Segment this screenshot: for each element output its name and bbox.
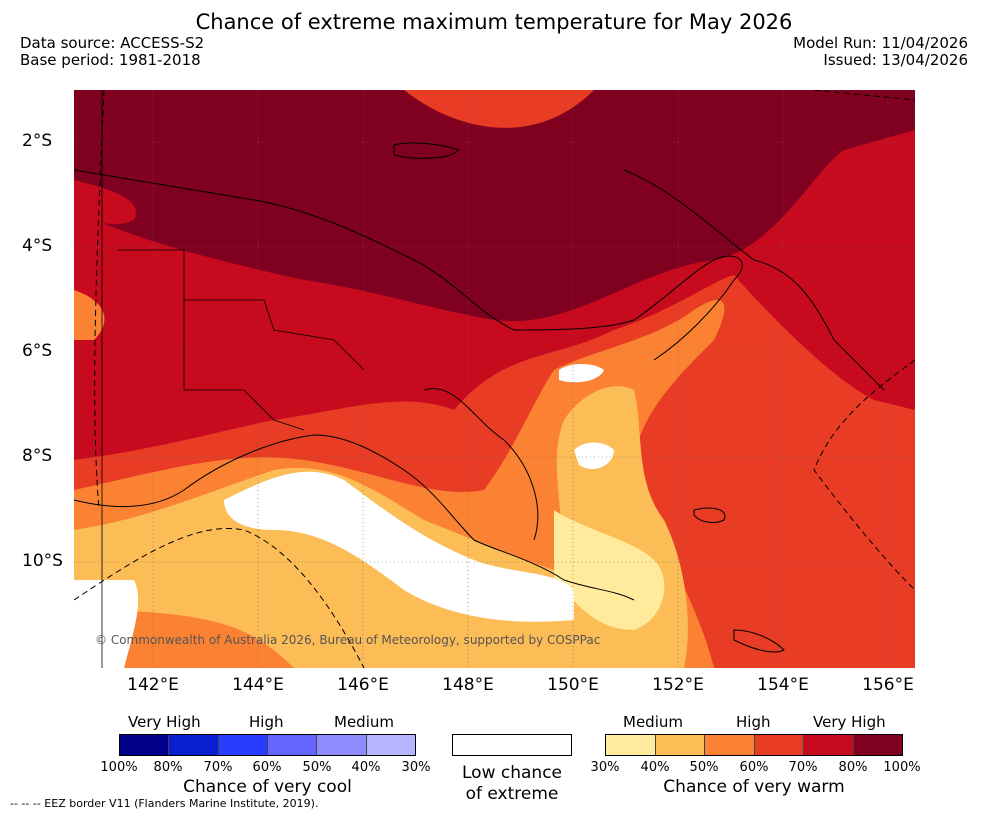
warm-swatch	[655, 735, 705, 755]
zone-60-70-top	[404, 90, 594, 128]
low-chance-swatch	[452, 734, 572, 756]
warm-tick: 60%	[739, 760, 769, 775]
low-chance-caption: Low chance of extreme	[440, 763, 584, 805]
warm-colorbar	[605, 734, 903, 756]
eez-note: -- -- -- EEZ border V11 (Flanders Marine…	[10, 797, 319, 810]
warm-swatch	[606, 735, 656, 755]
model-run: Model Run: 11/04/2026	[793, 34, 968, 52]
zone-30-40	[554, 510, 665, 630]
zone-low-chance-2	[574, 442, 614, 470]
base-period: Base period: 1981-2018	[20, 51, 201, 69]
warm-swatch	[705, 735, 755, 755]
lon-label-144e: 144°E	[232, 675, 284, 695]
zone-low-chance	[224, 471, 574, 622]
cool-tick: 30%	[401, 760, 431, 775]
cool-swatch	[366, 735, 415, 755]
warm-tick: 70%	[788, 760, 818, 775]
cool-swatch	[218, 735, 268, 755]
warm-tick: 100%	[883, 760, 921, 775]
lon-label-152e: 152°E	[652, 675, 704, 695]
zone-70-80-west	[74, 180, 136, 225]
map-title: Chance of extreme maximum temperature fo…	[195, 10, 793, 34]
warm-caption: Chance of very warm	[663, 777, 845, 797]
lat-label-8s: 8°S	[22, 446, 53, 466]
warm-tick: 30%	[590, 760, 620, 775]
meta-left: Data source: ACCESS-S2 Base period: 1981…	[20, 35, 204, 69]
cool-tick: 50%	[302, 760, 332, 775]
warm-level-medium: Medium	[623, 713, 683, 731]
low-chance-line1: Low chance	[462, 763, 562, 783]
lon-label-146e: 146°E	[337, 675, 389, 695]
warm-level-high: High	[736, 713, 771, 731]
map-panel[interactable]	[74, 90, 915, 668]
cool-colorbar	[119, 734, 416, 756]
warm-tick: 40%	[640, 760, 670, 775]
lat-label-6s: 6°S	[22, 341, 53, 361]
data-source: Data source: ACCESS-S2	[20, 34, 205, 52]
lon-label-154e: 154°E	[757, 675, 809, 695]
lat-label-10s: 10°S	[22, 551, 63, 571]
cool-tick: 40%	[351, 760, 381, 775]
low-chance-line2: of extreme	[465, 784, 559, 804]
warm-swatch	[754, 735, 804, 755]
lon-label-150e: 150°E	[547, 675, 599, 695]
admin-borders	[101, 90, 365, 668]
zone-low-chance-4	[74, 580, 139, 668]
zone-low-chance-3	[559, 364, 604, 383]
cool-tick: 70%	[203, 760, 233, 775]
lon-label-148e: 148°E	[442, 675, 494, 695]
cool-swatch	[317, 735, 367, 755]
meta-right: Model Run: 11/04/2026 Issued: 13/04/2026	[793, 35, 968, 69]
cool-level-very-high: Very High	[128, 713, 201, 731]
warm-level-very-high: Very High	[813, 713, 886, 731]
cool-tick: 100%	[100, 760, 138, 775]
warm-tick: 80%	[838, 760, 868, 775]
cool-level-medium: Medium	[334, 713, 394, 731]
cool-swatch	[169, 735, 219, 755]
graticule	[74, 90, 915, 668]
cool-swatch	[267, 735, 318, 755]
copyright-notice: © Commonwealth of Australia 2026, Bureau…	[95, 633, 601, 647]
lon-label-142e: 142°E	[127, 675, 179, 695]
eez-borders	[74, 90, 915, 668]
lat-label-2s: 2°S	[22, 131, 53, 151]
cool-tick: 60%	[252, 760, 282, 775]
warm-swatch	[804, 735, 854, 755]
zone-50-60-west	[74, 290, 105, 340]
cool-swatch	[120, 735, 170, 755]
issued-date: Issued: 13/04/2026	[823, 51, 968, 69]
cool-level-high: High	[249, 713, 284, 731]
warm-swatch	[853, 735, 902, 755]
cool-tick: 80%	[153, 760, 183, 775]
lat-label-4s: 4°S	[22, 236, 53, 256]
lon-label-156e: 156°E	[862, 675, 914, 695]
warm-tick: 50%	[689, 760, 719, 775]
coastlines	[74, 142, 885, 653]
cool-caption: Chance of very cool	[183, 777, 352, 797]
probability-map	[74, 90, 915, 668]
